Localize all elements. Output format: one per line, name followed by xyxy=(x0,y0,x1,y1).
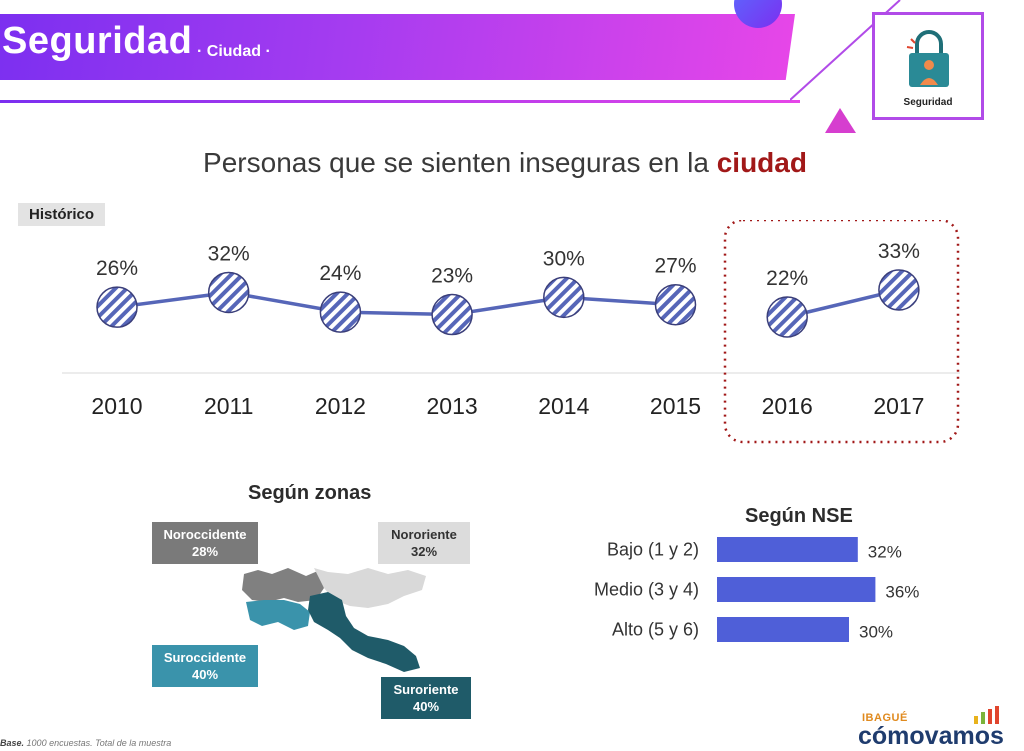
logo-brand: cómovamos xyxy=(858,722,1004,750)
base-note: Base. 1000 encuestas. Total de la muestr… xyxy=(0,738,171,748)
nse-category-label: Bajo (1 y 2) xyxy=(607,540,699,560)
zone-name: Nororiente xyxy=(391,527,457,542)
zone-value: 40% xyxy=(191,667,219,682)
data-label: 27% xyxy=(654,255,696,278)
data-label: 30% xyxy=(543,247,585,270)
map-suroriente xyxy=(308,592,420,672)
zone-label-noroccidente: Noroccidente 28% xyxy=(152,522,258,564)
data-point xyxy=(207,271,250,314)
chart-title: Personas que se sienten inseguras en la … xyxy=(0,147,1010,179)
x-tick-label: 2012 xyxy=(315,393,366,419)
nse-category-label: Alto (5 y 6) xyxy=(612,620,699,640)
zone-name: Noroccidente xyxy=(163,527,247,542)
data-point xyxy=(431,293,473,336)
nse-title: Según NSE xyxy=(745,505,853,527)
page-title: Seguridad xyxy=(2,20,193,62)
x-tick-label: 2011 xyxy=(204,393,253,419)
data-label: 22% xyxy=(766,267,808,290)
data-point xyxy=(654,283,697,326)
nse-category-label: Medio (3 y 4) xyxy=(594,580,699,600)
data-label: 23% xyxy=(431,265,473,288)
nse-value-label: 36% xyxy=(885,583,919,602)
nse-bar xyxy=(717,537,858,562)
x-tick-label: 2015 xyxy=(650,393,701,419)
decorative-triangle xyxy=(825,108,856,133)
data-point xyxy=(96,286,138,328)
zone-label-suroccidente: Suroccidente 40% xyxy=(152,645,258,687)
data-label: 32% xyxy=(208,242,250,265)
x-tick-label: 2010 xyxy=(91,393,142,419)
nse-value-label: 30% xyxy=(859,623,893,642)
data-point xyxy=(543,276,585,319)
zone-label-nororiente: Nororiente 32% xyxy=(378,522,470,564)
data-point xyxy=(766,296,808,338)
data-label: 24% xyxy=(319,262,361,285)
base-label: Base. xyxy=(0,738,25,748)
zone-value: 32% xyxy=(410,544,438,559)
series-line xyxy=(116,290,676,317)
base-text: 1000 encuestas. Total de la muestra xyxy=(26,738,172,748)
logo-city: IBAGUÉ xyxy=(862,712,908,724)
nse-bar xyxy=(717,617,849,642)
badge-label: Seguridad xyxy=(903,97,953,108)
map-noroccidente xyxy=(242,568,324,602)
data-label: 26% xyxy=(96,257,138,280)
x-tick-label: 2016 xyxy=(762,393,813,419)
chart-title-main: Personas que se sienten inseguras en la xyxy=(203,147,709,178)
highlight-box xyxy=(723,220,960,444)
x-tick-label: 2017 xyxy=(873,393,924,419)
logo-bars-icon xyxy=(974,706,999,724)
x-tick-label: 2014 xyxy=(538,393,589,419)
map-nororiente xyxy=(314,568,426,608)
historico-line-chart: 26% 2010 32% 2011 24% 2012 23% 2013 30% 2014 27% 20… xyxy=(62,220,960,444)
historico-label: Histórico xyxy=(18,203,106,226)
zone-value: 28% xyxy=(191,544,219,559)
data-point xyxy=(878,269,920,311)
header-underline xyxy=(0,100,800,103)
zone-value: 40% xyxy=(412,699,440,714)
data-label: 33% xyxy=(878,240,920,263)
chart-title-highlight: ciudad xyxy=(716,147,807,178)
zone-label-suroriente: Suroriente 40% xyxy=(381,677,471,719)
nse-bar xyxy=(717,577,876,602)
nse-value-label: 32% xyxy=(868,543,902,562)
map-suroccidente xyxy=(246,600,310,630)
nse-bar-chart: Bajo (1 y 2) 32% Medio (3 y 4) 36% Alto (5 y… xyxy=(594,537,919,642)
padlock-person-icon xyxy=(906,30,949,87)
zone-name: Suroriente xyxy=(393,682,459,697)
x-tick-label: 2013 xyxy=(427,393,478,419)
page-subtitle: · Ciudad · xyxy=(197,43,271,60)
section-badge: Seguridad xyxy=(872,12,984,120)
data-point xyxy=(319,291,362,333)
zones-map xyxy=(242,568,426,672)
zone-name: Suroccidente xyxy=(163,650,247,665)
zonas-title: Según zonas xyxy=(248,482,372,504)
